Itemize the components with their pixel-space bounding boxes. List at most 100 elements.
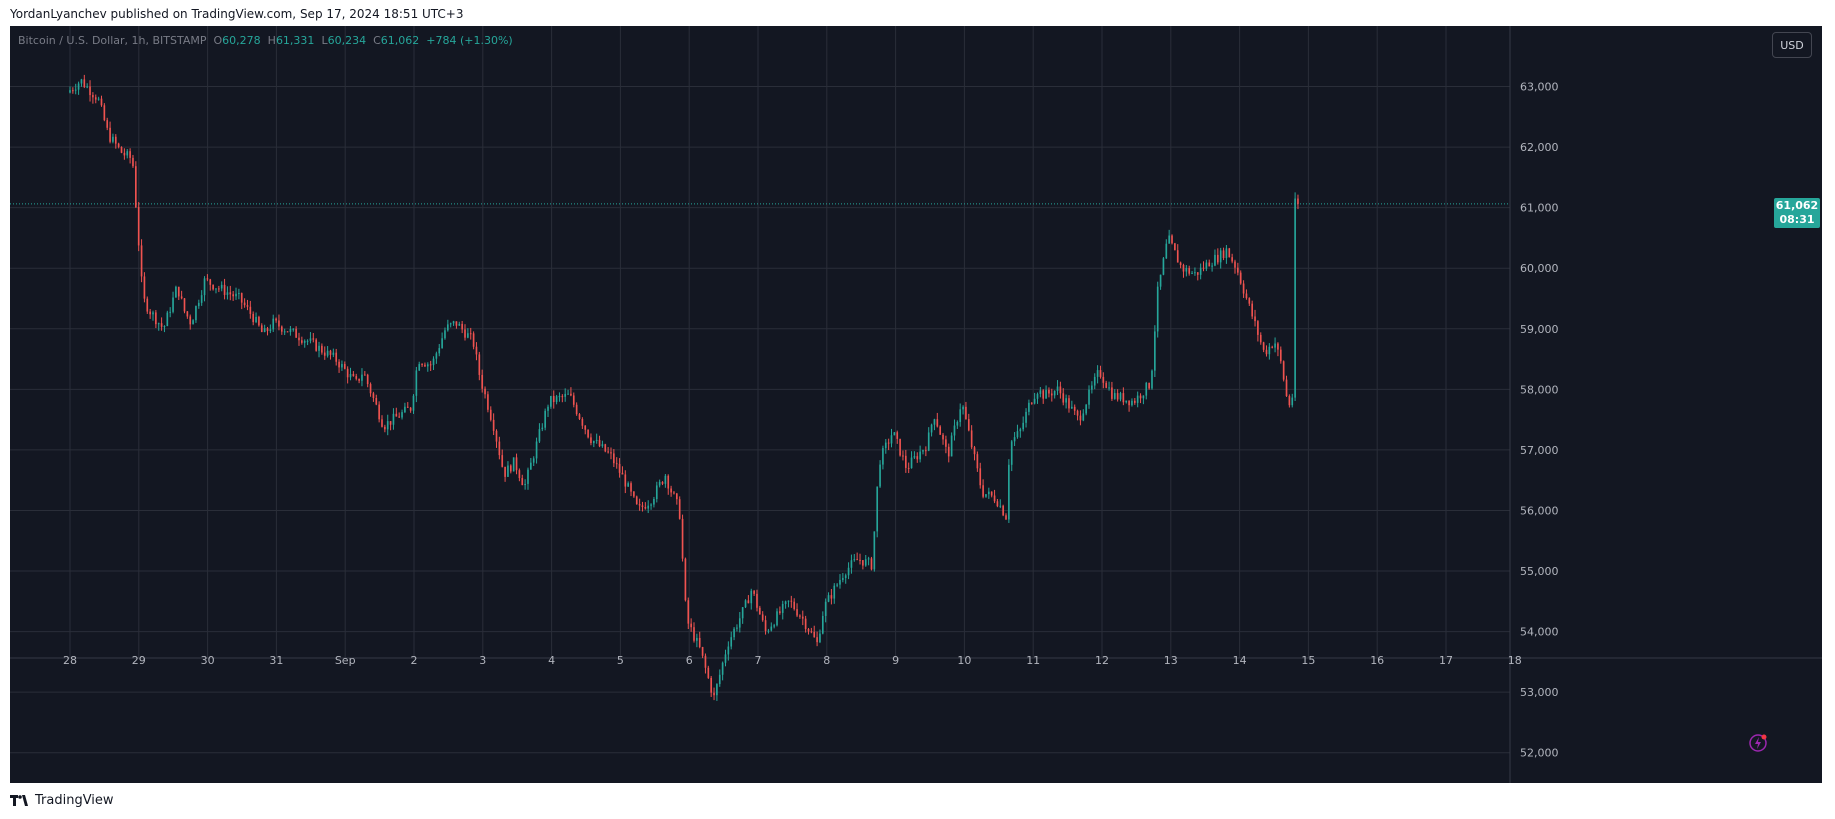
candle-body xyxy=(1139,395,1142,399)
candle-body xyxy=(94,97,97,100)
candle-body xyxy=(103,105,106,121)
candle-body xyxy=(1279,349,1282,362)
candle-body xyxy=(180,296,183,299)
x-tick-label: 3 xyxy=(479,654,486,667)
candle-body xyxy=(449,323,452,325)
candle-body xyxy=(698,637,701,648)
chart-frame[interactable]: 52,000 53,000 54,000 55,000 56,000 57,000 58,0… xyxy=(10,26,1822,783)
candle-body xyxy=(893,432,896,436)
candle-body xyxy=(1294,198,1296,398)
candle-body xyxy=(260,325,263,333)
candle-body xyxy=(839,579,841,585)
candle-body xyxy=(693,627,695,641)
candle-body xyxy=(1005,515,1007,520)
candle-body xyxy=(587,429,589,438)
y-tick-label: 52,000 xyxy=(1520,747,1559,760)
candle-body xyxy=(1251,303,1254,317)
candle-body xyxy=(358,378,360,381)
candle-body xyxy=(100,98,103,106)
x-tick-label: 13 xyxy=(1164,654,1178,667)
candle-body xyxy=(1262,342,1265,350)
candle-body xyxy=(1030,402,1033,404)
footer-brand: TradingView xyxy=(35,793,114,808)
candle-body xyxy=(146,298,149,312)
candle-body xyxy=(842,578,844,580)
y-tick-label: 61,000 xyxy=(1520,202,1559,215)
candle-body xyxy=(509,465,512,472)
candle-body xyxy=(879,464,881,487)
candle-body xyxy=(664,475,667,484)
candle-body xyxy=(1162,258,1165,275)
candle-body xyxy=(286,331,289,333)
candle-body xyxy=(1065,398,1067,403)
candle-body xyxy=(590,437,592,444)
candle-body xyxy=(169,311,172,313)
candle-body xyxy=(653,499,655,505)
candle-body xyxy=(707,667,710,678)
candle-body xyxy=(163,326,166,328)
candle-body xyxy=(1151,370,1153,389)
candle-body xyxy=(1211,265,1213,267)
candle-body xyxy=(535,441,538,459)
candle-body xyxy=(970,430,973,448)
candle-body xyxy=(696,637,698,641)
currency-button[interactable]: USD xyxy=(1772,32,1812,58)
candle-body xyxy=(415,370,418,396)
candle-body xyxy=(907,467,910,469)
candle-body xyxy=(850,560,853,568)
candle-body xyxy=(927,432,930,451)
candle-body xyxy=(1274,343,1276,348)
candle-body xyxy=(996,501,999,507)
candle-body xyxy=(1168,235,1170,244)
candle-body xyxy=(773,625,775,627)
candle-body xyxy=(933,419,936,425)
candle-body xyxy=(175,286,177,298)
candle-body xyxy=(670,488,672,493)
candle-body xyxy=(810,631,813,633)
candle-body xyxy=(424,364,426,367)
candle-body xyxy=(312,338,315,340)
candle-body xyxy=(435,353,438,359)
candle-body xyxy=(710,677,713,693)
candle-body xyxy=(80,79,83,84)
candle-body xyxy=(1010,441,1013,465)
candle-body xyxy=(412,395,415,411)
candle-body xyxy=(1271,346,1274,348)
candle-body xyxy=(538,429,541,442)
candle-body xyxy=(461,323,463,330)
candle-body xyxy=(229,292,232,295)
candle-body xyxy=(1016,431,1019,438)
candle-body xyxy=(575,404,578,415)
legend-open-value: 60,278 xyxy=(222,34,261,47)
candle-body xyxy=(1079,415,1082,421)
candle-body xyxy=(592,441,595,444)
candle-body xyxy=(112,136,114,142)
candle-body xyxy=(212,284,214,290)
candle-body xyxy=(249,306,252,314)
candle-body xyxy=(232,294,234,297)
candle-body xyxy=(255,316,257,323)
candle-body xyxy=(1225,248,1228,259)
candle-body xyxy=(352,373,355,377)
candle-body xyxy=(558,396,561,398)
candle-body xyxy=(1242,283,1245,294)
candle-body xyxy=(953,425,956,436)
candle-body xyxy=(1199,267,1202,275)
candle-body xyxy=(864,559,867,566)
x-tick-label: 5 xyxy=(617,654,624,667)
last-price-tag: 61,062 08:31 xyxy=(1774,197,1820,228)
candle-body xyxy=(761,614,764,621)
candle-body xyxy=(189,316,192,325)
x-tick-label: 12 xyxy=(1095,654,1109,667)
symbol-legend[interactable]: Bitcoin / U.S. Dollar, 1h, BITSTAMP O60,… xyxy=(18,34,513,47)
candle-body xyxy=(97,98,100,100)
candle-body xyxy=(1239,272,1242,284)
lightning-icon[interactable] xyxy=(1748,733,1768,753)
candle-body xyxy=(1013,437,1016,442)
candle-body xyxy=(833,585,836,599)
candle-body xyxy=(375,397,378,405)
candle-body xyxy=(343,364,346,369)
candle-body xyxy=(965,406,967,420)
chart-svg[interactable]: 52,000 53,000 54,000 55,000 56,000 57,000 58,0… xyxy=(10,26,1822,783)
candle-body xyxy=(644,507,647,509)
